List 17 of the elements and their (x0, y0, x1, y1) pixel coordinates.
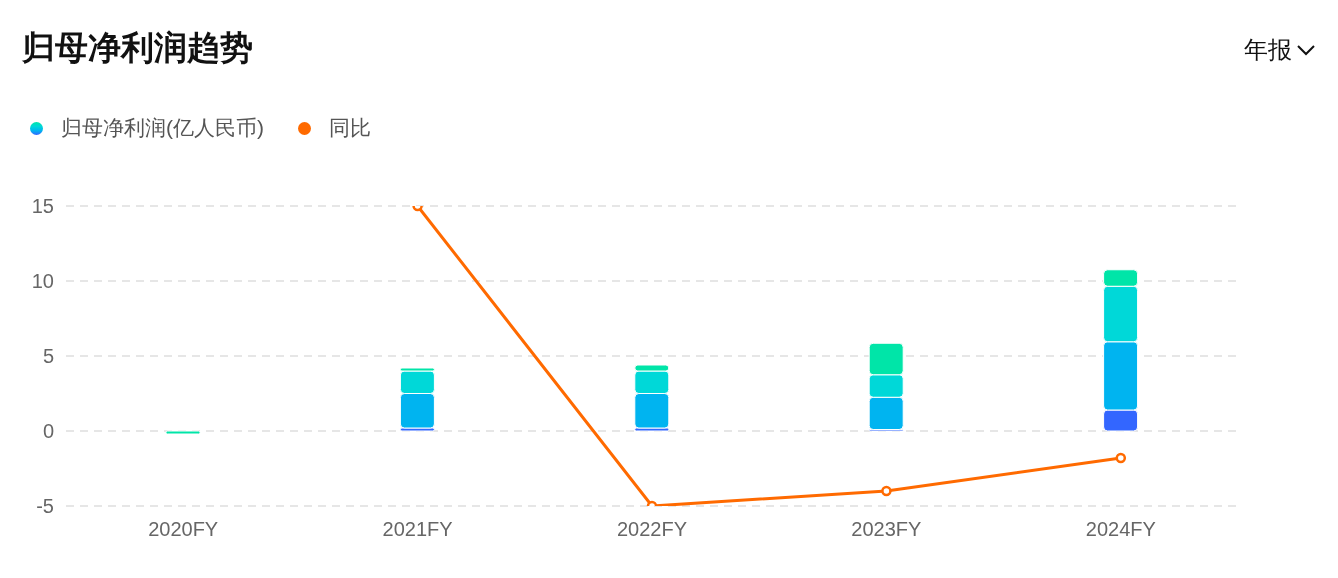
x-tick-label: 2022FY (616, 518, 688, 541)
y-tick-label: 0 (42, 420, 54, 443)
x-tick-label: 2021FY (382, 518, 453, 541)
x-tick-label: 2020FY (148, 518, 219, 541)
y-tick-label: 10 (31, 270, 54, 293)
legend-label: 同比 (329, 115, 371, 141)
y-tick-label: -5 (36, 495, 54, 518)
x-tick-label: 2023FY (851, 518, 922, 541)
x-tick-label: 2024FY (1085, 518, 1156, 541)
y-tick-label: 5 (42, 345, 54, 368)
legend-label: 归母净利润(亿人民币) (61, 115, 264, 141)
text: 年报 (1244, 35, 1292, 65)
point (881, 485, 892, 497)
point (1115, 452, 1127, 464)
chart-title: 归母净利润趋势 (22, 28, 253, 68)
bar (165, 430, 201, 435)
y-tick-label: 15 (31, 195, 54, 218)
